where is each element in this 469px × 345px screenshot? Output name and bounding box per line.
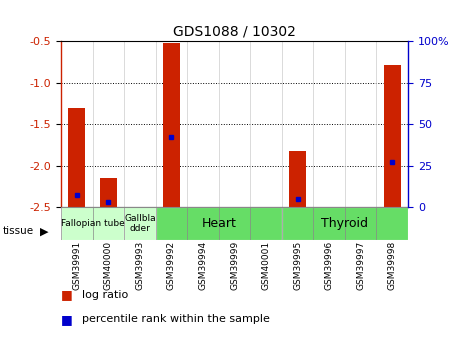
Title: GDS1088 / 10302: GDS1088 / 10302 bbox=[173, 25, 296, 39]
Bar bbox=[345, 207, 377, 240]
Bar bbox=[68, 108, 85, 207]
Text: percentile rank within the sample: percentile rank within the sample bbox=[82, 314, 270, 324]
Text: Thyroid: Thyroid bbox=[321, 217, 369, 230]
Bar bbox=[156, 207, 187, 240]
Text: log ratio: log ratio bbox=[82, 290, 129, 300]
Bar bbox=[124, 207, 156, 240]
Bar bbox=[289, 151, 306, 207]
Bar bbox=[61, 207, 92, 240]
Bar bbox=[250, 207, 282, 240]
Bar bbox=[377, 207, 408, 240]
Bar bbox=[219, 207, 250, 240]
Bar bbox=[92, 207, 124, 240]
Bar bbox=[187, 207, 219, 240]
Bar bbox=[313, 207, 345, 240]
Text: Fallopian tube: Fallopian tube bbox=[61, 219, 124, 228]
Bar bbox=[156, 207, 282, 240]
Text: ■: ■ bbox=[61, 313, 73, 326]
Bar bbox=[99, 178, 117, 207]
Bar bbox=[384, 65, 401, 207]
Bar bbox=[124, 207, 156, 240]
Text: ■: ■ bbox=[61, 288, 73, 302]
Bar bbox=[282, 207, 408, 240]
Bar bbox=[61, 207, 124, 240]
Text: Heart: Heart bbox=[201, 217, 236, 230]
Text: ▶: ▶ bbox=[40, 226, 48, 236]
Bar bbox=[282, 207, 313, 240]
Text: tissue: tissue bbox=[2, 226, 33, 236]
Text: Gallbla
dder: Gallbla dder bbox=[124, 214, 156, 233]
Bar bbox=[163, 43, 180, 207]
